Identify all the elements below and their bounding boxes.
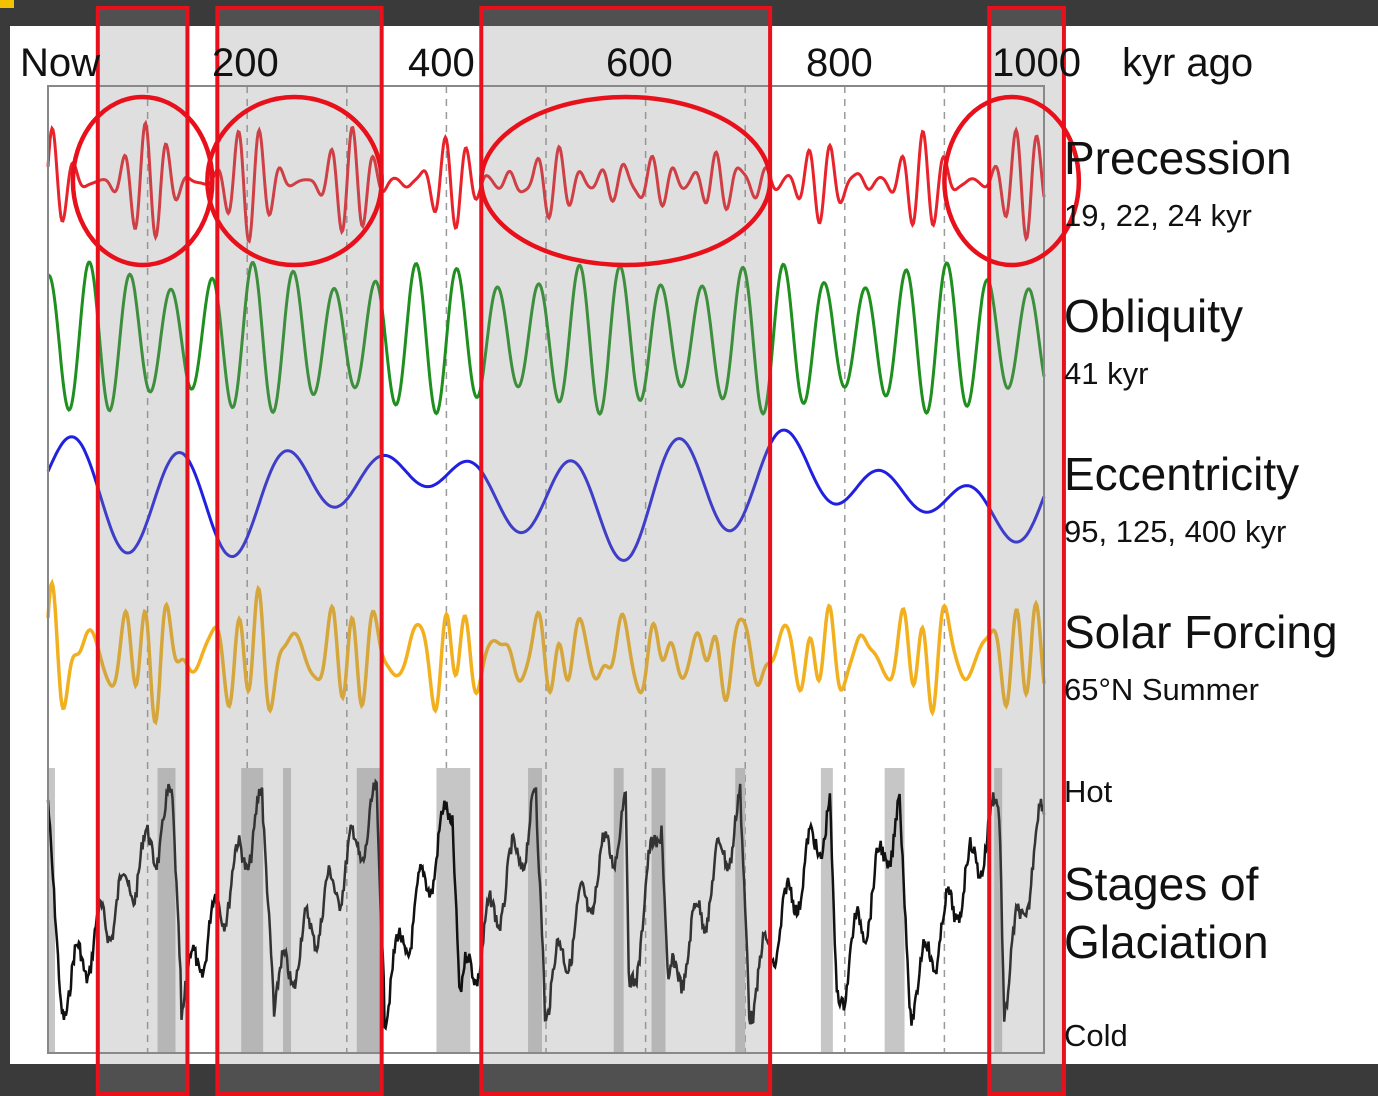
- interglacial-shade: [820, 768, 833, 1052]
- highlight-band: [215, 6, 384, 1096]
- series-lines: [46, 119, 1046, 1031]
- highlight-circle: [70, 94, 215, 268]
- series-line-eccentricity: [46, 428, 1046, 563]
- interglacial-shade: [241, 768, 264, 1052]
- accent-bar: [0, 0, 14, 8]
- glaciation-cold-label: Cold: [1064, 1018, 1128, 1053]
- x-tick-label: 800: [806, 41, 873, 85]
- highlight-circle: [479, 94, 773, 268]
- series-detail-obliquity: 41 kyr: [1064, 356, 1148, 391]
- highlight-band: [479, 6, 773, 1096]
- series-detail-solar-forcing: 65°N Summer: [1064, 672, 1259, 707]
- series-label-glaciation-2: Glaciation: [1064, 916, 1269, 968]
- interglacial-shade: [735, 768, 746, 1052]
- interglacial-shade: [283, 768, 292, 1052]
- x-tick-label: 200: [212, 41, 279, 85]
- grid: [146, 86, 946, 1053]
- highlight-band: [95, 6, 190, 1096]
- plot-frame: [47, 85, 1045, 1054]
- highlight-bands: [70, 6, 1082, 1096]
- interglacial-shade: [884, 768, 905, 1052]
- series-label-solar-forcing: Solar Forcing: [1064, 606, 1338, 658]
- interglacial-shade: [157, 768, 176, 1052]
- series-label-glaciation: Stages of: [1064, 858, 1259, 910]
- series-label-eccentricity: Eccentricity: [1064, 448, 1299, 500]
- x-tick-label: 1000: [992, 41, 1081, 85]
- interglacial-shade: [48, 768, 55, 1052]
- glaciation-hot-label: Hot: [1064, 774, 1113, 809]
- interglacial-shade: [436, 768, 471, 1052]
- highlight-circle: [942, 94, 1082, 268]
- chart-panel: [10, 26, 1378, 1064]
- series-line-obliquity: [47, 260, 1046, 417]
- x-tick-label: 400: [408, 41, 475, 85]
- series-label-precession: Precession: [1064, 132, 1292, 184]
- series-detail-eccentricity: 95, 125, 400 kyr: [1064, 514, 1286, 549]
- highlight-band: [987, 6, 1066, 1096]
- series-line-solar-forcing: [46, 578, 1046, 726]
- interglacial-shade: [613, 768, 624, 1052]
- series-line-glaciation: [46, 778, 1046, 1031]
- x-tick-label: 600: [606, 41, 673, 85]
- interglacial-shade: [994, 768, 1003, 1052]
- x-axis-unit: kyr ago: [1122, 41, 1253, 85]
- highlight-circle: [205, 94, 384, 268]
- series-label-obliquity: Obliquity: [1064, 290, 1243, 342]
- series-detail-precession: 19, 22, 24 kyr: [1064, 198, 1252, 233]
- x-axis-tick-labels: Now 200 400 600 800 1000 kyr ago: [20, 41, 1253, 85]
- series-labels: Precession 19, 22, 24 kyr Obliquity 41 k…: [1064, 132, 1338, 1053]
- x-tick-label: Now: [20, 41, 100, 85]
